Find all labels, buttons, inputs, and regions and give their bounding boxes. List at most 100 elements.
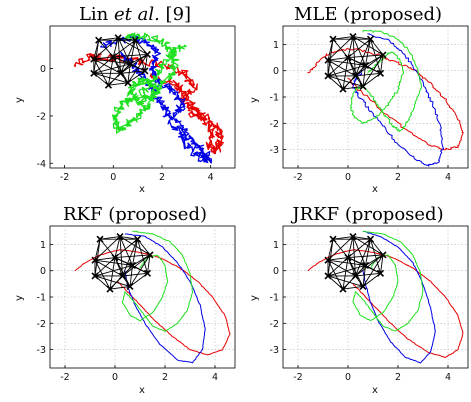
network-link [129, 254, 151, 287]
network-link [352, 236, 371, 240]
network-link [127, 54, 148, 84]
y-tick-label: -3 [270, 345, 279, 356]
network-link [94, 259, 133, 266]
y-tick-label: -2 [270, 119, 279, 130]
sensor-node-marker [124, 79, 132, 87]
sensor-node-marker [376, 269, 385, 277]
network-link [93, 58, 131, 65]
series-red [307, 249, 464, 358]
sensor-network [91, 232, 154, 293]
y-tick-label: -2 [37, 319, 46, 330]
network-link [94, 239, 101, 261]
network-link [327, 75, 364, 87]
sensor-node-marker [106, 285, 114, 293]
network-link [120, 70, 145, 74]
tick-marks [50, 68, 212, 168]
network-link [352, 236, 356, 276]
network-link [327, 259, 366, 266]
network-link [127, 63, 131, 83]
x-tick-label: 4 [212, 372, 218, 383]
network-link [119, 236, 123, 276]
network-link [365, 265, 381, 274]
y-axis-label: y [249, 97, 260, 103]
sensor-node-marker [90, 55, 98, 63]
sensor-node-marker [104, 81, 112, 89]
network-link [355, 272, 381, 277]
sensor-network [324, 232, 387, 293]
x-tick-label: 4 [208, 172, 214, 183]
y-tick-label: -4 [37, 159, 46, 170]
y-tick-label: 0 [40, 266, 46, 277]
trajectories [307, 29, 464, 167]
network-link [355, 238, 371, 277]
network-link [120, 40, 136, 74]
x-tick-label: -2 [60, 372, 69, 383]
sensor-node-marker [366, 35, 375, 43]
network-link [365, 39, 371, 66]
sensor-node-marker [126, 282, 134, 291]
y-axis-label: y [249, 295, 260, 301]
network-link [94, 275, 131, 287]
x-tick-label: -2 [293, 172, 302, 183]
sensor-node-marker [344, 253, 352, 262]
network-link [117, 37, 122, 74]
network-link [355, 54, 384, 77]
network-link [118, 37, 136, 41]
network-link [327, 59, 344, 90]
network-link [93, 37, 119, 60]
sensor-node-marker [114, 34, 122, 42]
sensor-node-marker [143, 269, 152, 277]
sensor-node-marker [339, 285, 347, 293]
sensor-network [90, 34, 151, 89]
network-link [113, 53, 148, 58]
y-tick-label: -2 [37, 111, 46, 122]
y-axis-label: y [14, 295, 25, 301]
network-link [362, 254, 384, 287]
sensor-node-marker [143, 50, 151, 58]
x-tick-label: 2 [395, 372, 401, 383]
sensor-node-marker [329, 35, 337, 43]
network-link [327, 236, 354, 261]
network-link [122, 254, 151, 277]
y-tick-label: 0 [273, 66, 279, 77]
x-tick-label: 0 [112, 372, 118, 383]
network-link [117, 37, 131, 65]
sensor-node-marker [324, 272, 332, 280]
y-tick-label: -1 [270, 93, 279, 104]
network-link [347, 254, 384, 259]
network-link [347, 257, 356, 277]
network-link [327, 59, 356, 77]
series-green [352, 230, 424, 332]
sensor-node-marker [111, 253, 119, 262]
network-link [94, 257, 116, 261]
network-link [93, 72, 129, 84]
network-link [347, 257, 364, 287]
x-axis-label: x [139, 184, 145, 195]
sensor-node-marker [128, 261, 137, 270]
chart-title: RKF (proposed) [63, 204, 207, 225]
y-tick-label: -3 [37, 345, 46, 356]
network-link [119, 236, 133, 266]
sensor-node-marker [117, 69, 125, 77]
series-blue [362, 231, 436, 364]
sensor-node-marker [376, 69, 385, 77]
network-link [362, 265, 366, 287]
network-link [108, 82, 128, 86]
sensor-node-marker [351, 272, 360, 280]
network-link [347, 57, 364, 87]
sensor-node-marker [329, 235, 337, 243]
network-link [120, 54, 148, 74]
network-link [94, 259, 123, 277]
network-link [347, 57, 356, 77]
sensor-node-marker [324, 56, 332, 64]
network-link [112, 37, 119, 57]
network-link [362, 65, 366, 87]
panel-rkf: RKF (proposed) -2 0 2 4 -3 -2 -1 0 1 x y [14, 204, 236, 396]
network-link [355, 38, 371, 77]
sensor-node-marker [361, 61, 370, 70]
network-link [355, 254, 384, 277]
y-tick-label: -3 [270, 145, 279, 156]
sensor-node-marker [324, 72, 332, 80]
y-tick-label: 0 [273, 266, 279, 277]
